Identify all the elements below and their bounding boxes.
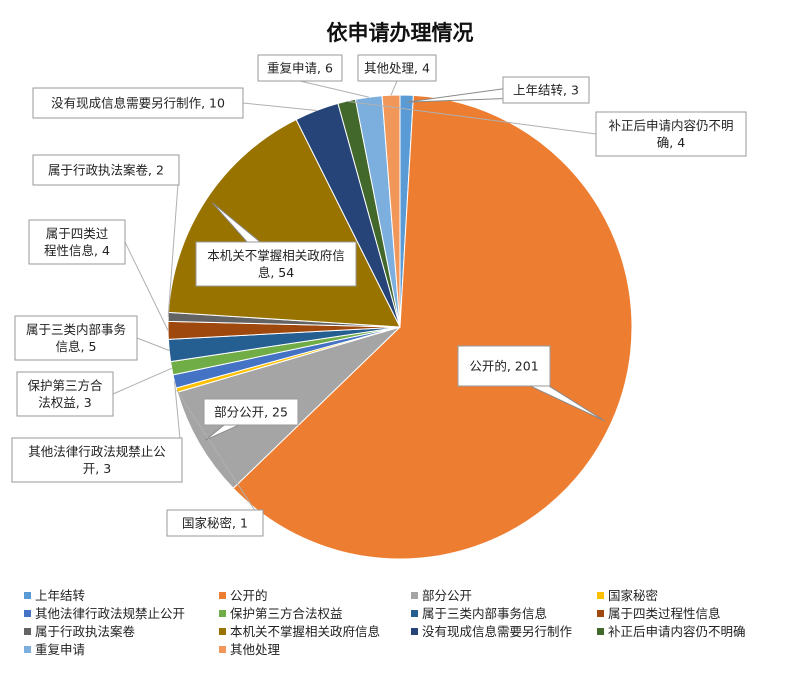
data-label-box <box>595 111 747 157</box>
data-label: 属于三类内部事务 <box>26 322 126 337</box>
data-label-box <box>14 315 138 361</box>
data-label: 重复申请, 6 <box>267 61 333 76</box>
data-label-box <box>195 241 357 287</box>
pie-slice <box>232 94 633 560</box>
data-label: 属于行政执法案卷, 2 <box>48 163 164 178</box>
legend-label: 本机关不掌握相关政府信息 <box>230 624 380 639</box>
data-label: 保护第三方合 <box>27 378 103 393</box>
legend-swatch <box>24 628 31 635</box>
leader-line <box>136 337 170 351</box>
data-label: 上年结转, 3 <box>513 83 579 98</box>
legend-label: 国家秘密 <box>608 588 658 603</box>
data-label-box <box>457 345 551 387</box>
legend-swatch <box>411 592 418 599</box>
data-label: 其他法律行政法规禁止公 <box>28 444 166 459</box>
legend-swatch <box>24 592 31 599</box>
legend-label: 保护第三方合法权益 <box>230 606 343 621</box>
data-label: 息, 54 <box>258 265 294 280</box>
data-label: 国家秘密, 1 <box>182 516 248 531</box>
data-label: 本机关不掌握相关政府信 <box>207 248 345 263</box>
data-labels: 上年结转, 3 公开的, 201 部分公开, 25 国家秘密, 1 其他法律行政法规禁止… <box>11 54 747 537</box>
legend-swatch <box>219 592 226 599</box>
legend-label: 补正后申请内容仍不明确 <box>608 624 746 639</box>
legend-swatch <box>411 628 418 635</box>
data-label-box <box>502 76 590 104</box>
data-label-box <box>28 219 126 265</box>
legend-swatch <box>219 646 226 653</box>
legend-label: 部分公开 <box>422 588 472 603</box>
data-label-box <box>16 371 114 417</box>
leader-line <box>124 241 169 331</box>
legend-swatch <box>219 610 226 617</box>
legend-label: 重复申请 <box>35 642 85 657</box>
leader-line <box>167 169 180 317</box>
data-label-box <box>32 154 180 186</box>
data-label: 确, 4 <box>657 135 685 150</box>
legend-swatch <box>219 628 226 635</box>
data-label: 补正后申请内容仍不明 <box>608 118 733 133</box>
data-label-box <box>166 509 264 537</box>
leader-line <box>242 102 317 111</box>
legend-swatch <box>24 610 31 617</box>
legend-label: 其他法律行政法规禁止公开 <box>35 606 185 621</box>
legend-swatch <box>411 610 418 617</box>
data-label: 公开的, 201 <box>469 359 538 374</box>
data-label-box <box>203 398 299 426</box>
leader-line <box>176 389 264 524</box>
legend-label: 属于四类过程性信息 <box>608 606 721 621</box>
data-label: 属于四类过 <box>46 226 109 241</box>
data-label-box <box>11 437 183 483</box>
leader-line <box>390 80 398 96</box>
data-label: 其他处理, 4 <box>364 61 430 76</box>
legend-label: 其他处理 <box>230 642 281 657</box>
data-label: 程性信息, 4 <box>44 243 110 258</box>
legend-label: 没有现成信息需要另行制作 <box>422 624 573 639</box>
data-label-box <box>257 54 343 82</box>
data-label: 部分公开, 25 <box>214 405 288 420</box>
legend-label: 属于三类内部事务信息 <box>422 606 547 621</box>
data-label: 没有现成信息需要另行制作, 10 <box>51 96 225 111</box>
data-label-box <box>32 87 244 119</box>
leader-line <box>299 80 369 98</box>
data-label: 信息, 5 <box>56 339 97 354</box>
legend-label: 上年结转 <box>35 588 85 603</box>
legend-label: 公开的 <box>230 588 268 603</box>
pie-slices <box>167 94 633 560</box>
legend-label: 属于行政执法案卷 <box>35 624 136 639</box>
data-label: 开, 3 <box>83 461 111 476</box>
legend-swatch <box>24 646 31 653</box>
legend-swatch <box>597 610 604 617</box>
leader-line <box>346 100 597 135</box>
chart-title: 依申请办理情况 <box>327 21 474 45</box>
data-label: 法权益, 3 <box>38 395 91 410</box>
legend-swatch <box>597 628 604 635</box>
legend-swatch <box>597 592 604 599</box>
data-label-box <box>357 54 437 82</box>
leader-line <box>112 367 172 395</box>
